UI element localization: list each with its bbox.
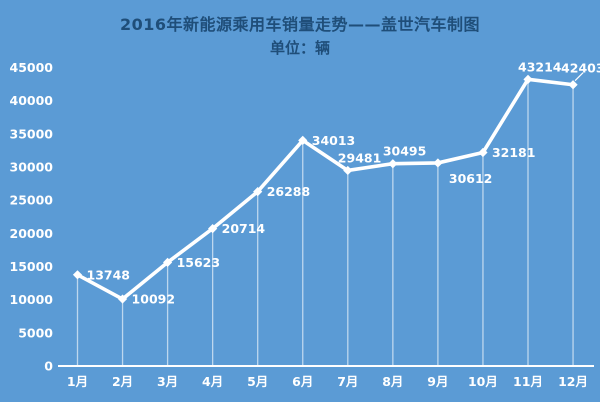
data-point-marker bbox=[568, 80, 578, 90]
data-point-marker bbox=[208, 223, 218, 234]
x-tick-label: 8月 bbox=[382, 374, 403, 389]
label-leader-line bbox=[574, 72, 584, 82]
data-label: 26288 bbox=[267, 184, 311, 199]
y-tick-label: 10000 bbox=[10, 292, 54, 307]
data-point-marker bbox=[253, 187, 263, 197]
data-label: 13748 bbox=[87, 267, 131, 282]
x-tick-label: 2月 bbox=[112, 374, 133, 389]
data-label: 30495 bbox=[383, 144, 427, 159]
data-point-marker bbox=[523, 74, 533, 84]
x-tick-label: 5月 bbox=[247, 374, 268, 389]
x-tick-label: 6月 bbox=[292, 374, 313, 389]
data-label: 20714 bbox=[222, 221, 266, 236]
data-label: 43214 bbox=[518, 59, 562, 74]
data-point-marker bbox=[343, 165, 353, 176]
data-label: 10092 bbox=[132, 292, 176, 307]
y-tick-label: 30000 bbox=[10, 160, 54, 175]
data-point-marker bbox=[298, 135, 308, 145]
x-tick-label: 9月 bbox=[427, 374, 448, 389]
series-line bbox=[75, 77, 575, 301]
data-label: 15623 bbox=[177, 255, 221, 270]
x-tick-label: 4月 bbox=[202, 374, 223, 389]
y-tick-label: 25000 bbox=[10, 193, 54, 208]
data-label: 34013 bbox=[312, 133, 356, 148]
x-tick-label: 10月 bbox=[468, 374, 498, 389]
chart-title: 2016年新能源乘用车销量走势——盖世汽车制图 bbox=[119, 15, 481, 34]
data-label: 32181 bbox=[492, 145, 536, 160]
x-tick-label: 1月 bbox=[67, 374, 88, 389]
data-point-marker bbox=[117, 294, 128, 304]
y-tick-label: 35000 bbox=[10, 126, 54, 141]
x-tick-label: 11月 bbox=[513, 374, 543, 389]
y-tick-label: 40000 bbox=[10, 93, 54, 108]
data-label: 42403 bbox=[561, 61, 600, 76]
y-tick-label: 5000 bbox=[18, 325, 53, 340]
data-point-marker bbox=[72, 270, 83, 280]
data-point-marker bbox=[163, 257, 173, 267]
y-tick-label: 0 bbox=[44, 359, 53, 374]
x-tick-label: 3月 bbox=[157, 374, 178, 389]
data-point-marker bbox=[478, 147, 488, 158]
data-label: 30612 bbox=[449, 171, 493, 186]
x-tick-label: 12月 bbox=[558, 374, 588, 389]
data-point-marker bbox=[433, 158, 443, 168]
x-tick-label: 7月 bbox=[337, 374, 358, 389]
data-point-marker bbox=[388, 159, 398, 169]
y-tick-label: 45000 bbox=[10, 60, 54, 75]
y-tick-label: 15000 bbox=[10, 259, 54, 274]
data-label: 29481 bbox=[338, 150, 382, 165]
y-tick-label: 20000 bbox=[10, 226, 54, 241]
chart-subtitle: 单位：辆 bbox=[269, 39, 330, 57]
